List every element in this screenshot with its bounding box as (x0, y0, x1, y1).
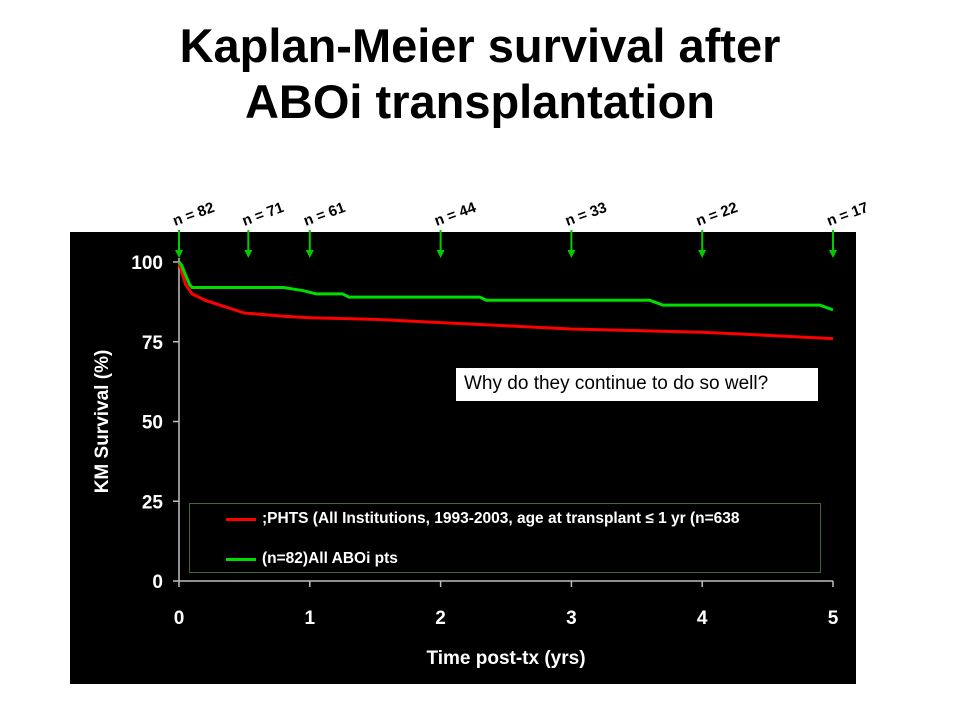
y-tick-label: 25 (142, 492, 164, 513)
y-tick-label: 75 (142, 333, 164, 354)
arrow-head (436, 250, 445, 258)
x-tick-label: 5 (828, 608, 839, 629)
arrow-head (829, 250, 837, 258)
n-at-risk-label: n = 22 (694, 199, 740, 230)
legend-label-phts: ;PHTS (All Institutions, 1993-2003, age … (262, 510, 740, 527)
legend-swatch-aboi (226, 558, 256, 561)
x-axis-title: Time post-tx (yrs) (426, 648, 585, 669)
callout-box: Why do they continue to do so well? (456, 368, 818, 401)
n-at-risk-label: n = 17 (825, 199, 871, 230)
y-tick-label: 0 (152, 572, 163, 593)
legend: ;PHTS (All Institutions, 1993-2003, age … (189, 503, 821, 573)
n-at-risk-label: n = 61 (301, 199, 347, 230)
arrow-head (567, 250, 576, 258)
title-line-2: ABOi transplantation (244, 75, 716, 128)
y-tick-label: 50 (142, 413, 163, 434)
x-tick-label: 0 (174, 608, 185, 629)
slide-title: Kaplan-Meier survival after ABOi transpl… (0, 18, 960, 130)
legend-item-aboi: (n=82)All ABOi pts (190, 550, 822, 568)
chart-panel (70, 232, 856, 684)
n-at-risk-label: n = 33 (563, 199, 609, 230)
title-line-1: Kaplan-Meier survival after (179, 19, 781, 72)
n-at-risk-label: n = 82 (171, 199, 217, 230)
x-tick-label: 1 (305, 608, 316, 629)
y-axis-title: KM Survival (%) (92, 350, 113, 494)
x-tick-label: 2 (435, 608, 446, 629)
legend-swatch-phts (226, 518, 256, 521)
arrow-head (244, 250, 253, 258)
y-tick-label: 100 (131, 253, 163, 274)
legend-label-aboi: (n=82)All ABOi pts (262, 550, 398, 567)
arrow-head (698, 250, 707, 258)
arrow-head (175, 250, 183, 258)
series-line-phts (177, 261, 834, 341)
series-line-aboi (177, 261, 834, 312)
arrow-head (305, 250, 314, 258)
n-at-risk-label: n = 71 (240, 199, 286, 230)
legend-item-phts: ;PHTS (All Institutions, 1993-2003, age … (190, 510, 822, 528)
n-at-risk-label: n = 44 (432, 199, 479, 230)
x-tick-label: 4 (697, 608, 708, 629)
x-tick-label: 3 (566, 608, 577, 629)
